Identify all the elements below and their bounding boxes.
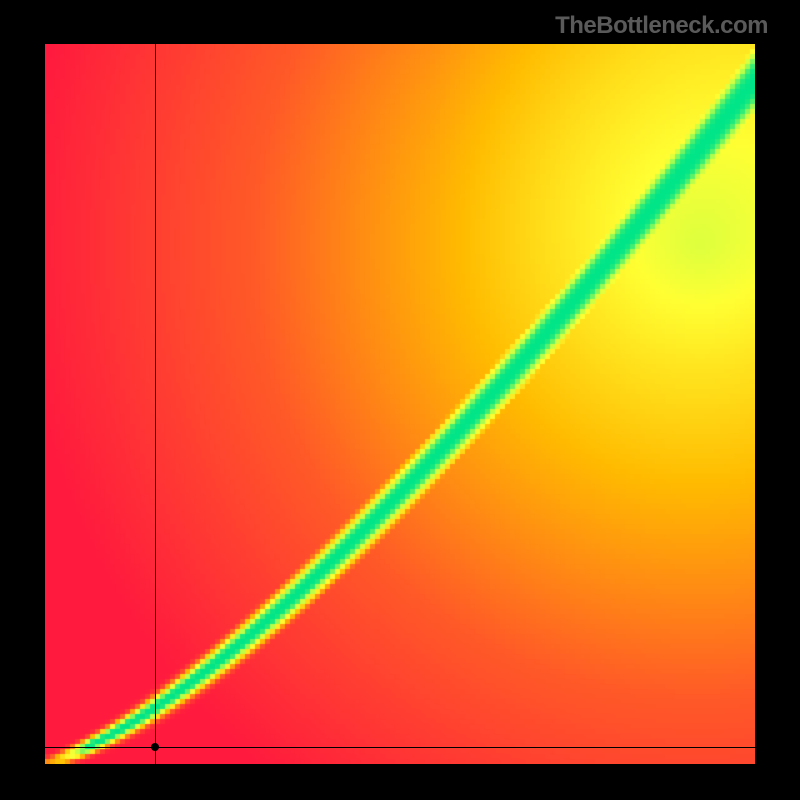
- plot-area: [45, 44, 755, 764]
- heatmap-canvas: [45, 44, 755, 764]
- watermark-text: TheBottleneck.com: [555, 12, 768, 40]
- chart-container: TheBottleneck.com: [0, 0, 800, 800]
